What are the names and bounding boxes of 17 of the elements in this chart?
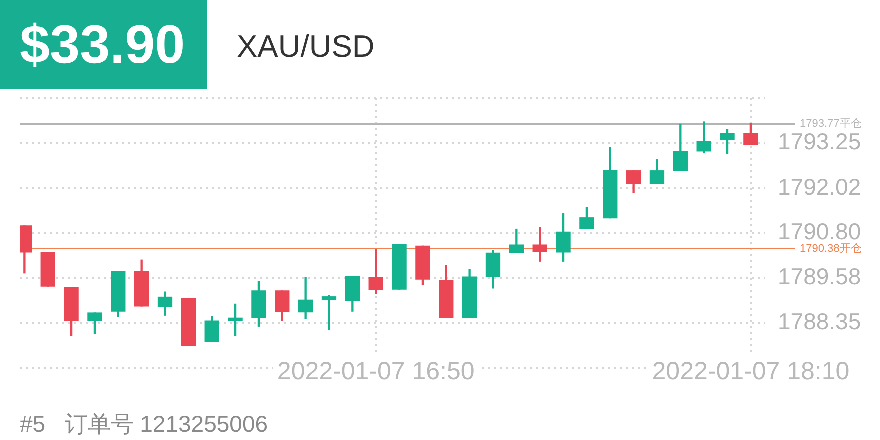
text: $33.90 <box>20 15 186 75</box>
x-tick-label: 2022-01-07 16:50 <box>277 357 475 386</box>
y-tick-label: 1789.58 <box>778 263 862 290</box>
y-tick-label: 1790.80 <box>778 218 862 245</box>
ref-line-label: 1793.77平仓 <box>800 118 862 130</box>
candlestick <box>181 298 196 346</box>
y-tick-label: 1792.02 <box>778 174 862 200</box>
candlestick <box>40 252 56 287</box>
text: #5 订单号 1213255006 <box>20 411 268 437</box>
x-tick-label: 2022-01-07 18:10 <box>652 357 850 386</box>
candlestick <box>88 312 102 334</box>
candlestick <box>720 129 735 154</box>
y-tick-label: 1793.25 <box>778 128 862 155</box>
chart-title: XAU/USD <box>237 29 375 64</box>
candlestick <box>392 244 407 290</box>
y-tick-label: 1788.35 <box>778 308 862 335</box>
ref-line-label: 1790.38开仓 <box>800 242 862 255</box>
